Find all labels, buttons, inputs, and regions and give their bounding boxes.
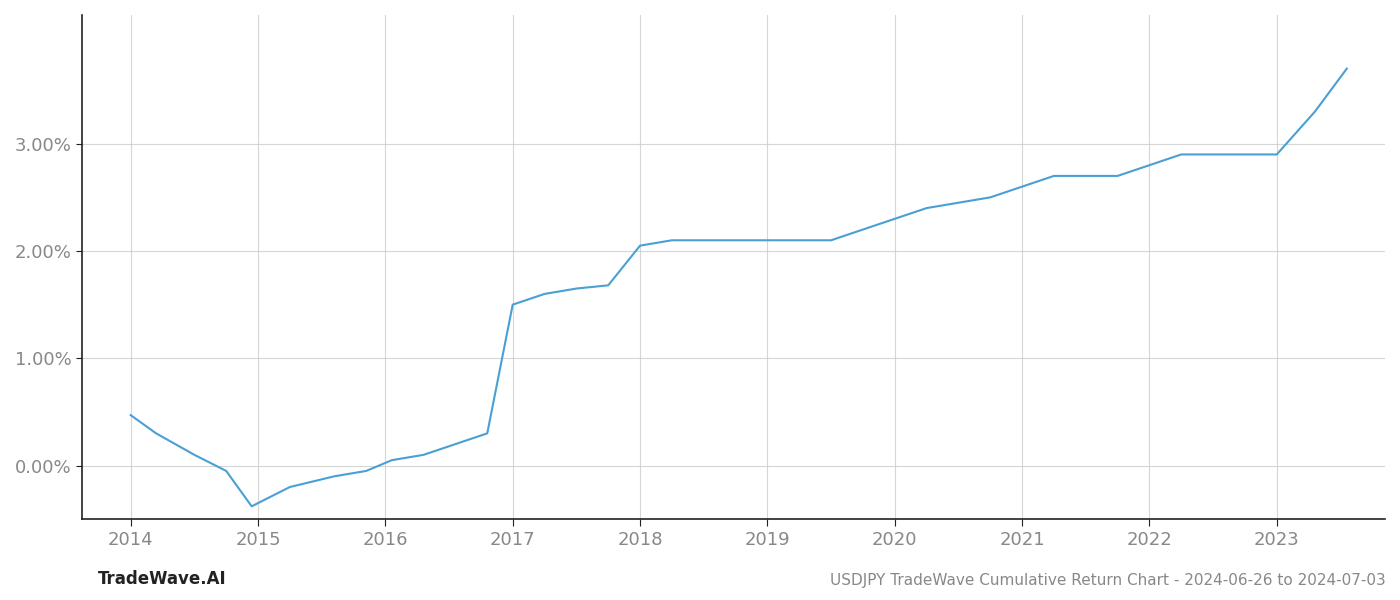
Text: TradeWave.AI: TradeWave.AI: [98, 570, 227, 588]
Text: USDJPY TradeWave Cumulative Return Chart - 2024-06-26 to 2024-07-03: USDJPY TradeWave Cumulative Return Chart…: [830, 573, 1386, 588]
